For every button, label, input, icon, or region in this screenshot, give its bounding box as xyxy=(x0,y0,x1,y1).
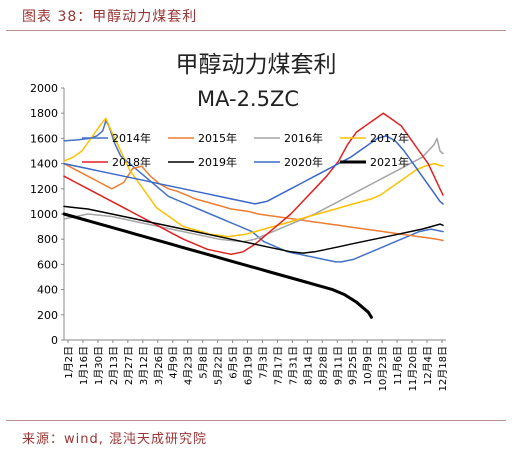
legend-label: 2016年 xyxy=(284,131,323,145)
series-lines xyxy=(62,112,444,319)
y-tick-label: 1000 xyxy=(30,208,58,221)
x-tick-label: 6月5日 xyxy=(228,346,240,379)
legend: 2014年 2015年 2016年 2017年 2018年 2019年 2020年 2021年 xyxy=(82,131,409,169)
series-line xyxy=(63,162,444,242)
axes: 0 200 400 600 800 1000 1200 1400 1600 1800 2000 1月2… xyxy=(30,82,449,391)
x-tick-label: 9月25日 xyxy=(347,346,359,385)
series-line xyxy=(62,212,373,319)
legend-label: 2019年 xyxy=(198,155,237,169)
x-tick-label: 5月8日 xyxy=(198,346,210,379)
x-tick-label: 2月27日 xyxy=(123,346,135,385)
y-tick-label: 1600 xyxy=(30,132,58,145)
x-tick-label: 12月18日 xyxy=(437,346,449,391)
legend-label: 2020年 xyxy=(284,155,323,169)
header-rule xyxy=(6,30,506,31)
legend-label: 2018年 xyxy=(112,155,151,169)
chart-title: 甲醇动力煤套利 xyxy=(176,52,337,78)
x-tick-label: 4月23日 xyxy=(183,346,195,385)
figure-footer: 来源：wind, 混沌天成研究院 xyxy=(0,416,512,456)
series-line xyxy=(63,205,444,254)
figure-source: 来源：wind, 混沌天成研究院 xyxy=(22,432,208,447)
x-tick-label: 8月28日 xyxy=(317,346,329,385)
legend-label: 2015年 xyxy=(198,131,237,145)
x-tick-label: 10月23日 xyxy=(377,346,389,391)
x-tick-label: 11月20日 xyxy=(407,346,419,391)
x-tick-label: 3月12日 xyxy=(138,346,150,385)
series-line xyxy=(63,135,444,205)
series-line xyxy=(63,117,444,238)
y-tick-label: 0 xyxy=(51,334,58,347)
x-tick-label: 3月26日 xyxy=(153,346,165,385)
figure-header: 图表 38：甲醇动力煤套利 xyxy=(0,0,512,31)
legend-label: 2014年 xyxy=(112,131,151,145)
y-tick-label: 1400 xyxy=(30,158,58,171)
methanol-coal-arbitrage-chart: 甲醇动力煤套利 MA-2.5ZC 0 200 400 600 800 1000 1200 14… xyxy=(30,52,449,391)
figure-label: 图表 38：甲醇动力煤套利 xyxy=(22,9,198,25)
y-tick-label: 1800 xyxy=(30,107,58,120)
series-line xyxy=(63,137,444,243)
x-tick-label: 1月2日 xyxy=(63,346,75,379)
y-tick-label: 600 xyxy=(37,258,58,271)
y-tick-label: 1200 xyxy=(30,183,58,196)
chart-subtitle: MA-2.5ZC xyxy=(197,87,299,111)
x-tick-label: 11月6日 xyxy=(392,346,404,385)
y-tick-label: 400 xyxy=(37,284,58,297)
y-tick-label: 2000 xyxy=(30,82,58,95)
x-tick-label: 7月17日 xyxy=(272,346,284,385)
x-tick-label: 8月14日 xyxy=(302,346,314,385)
x-tick-label: 7月31日 xyxy=(287,346,299,385)
x-tick-label: 2月13日 xyxy=(108,346,120,385)
legend-label: 2017年 xyxy=(370,131,409,145)
x-tick-label: 12月4日 xyxy=(422,346,434,385)
x-tick-label: 1月16日 xyxy=(78,346,90,385)
x-tick-label: 6月19日 xyxy=(243,346,255,385)
x-tick-label: 9月11日 xyxy=(332,346,344,385)
legend-label: 2021年 xyxy=(370,155,409,169)
x-tick-label: 1月30日 xyxy=(93,346,105,385)
y-tick-label: 200 xyxy=(37,309,58,322)
x-tick-label: 10月9日 xyxy=(362,346,374,385)
series-line xyxy=(63,112,444,256)
footer-rule xyxy=(6,420,506,421)
x-tick-label: 5月22日 xyxy=(213,346,225,385)
x-tick-label: 7月3日 xyxy=(257,346,269,379)
x-tick-label: 4月9日 xyxy=(168,346,180,379)
y-tick-label: 800 xyxy=(37,233,58,246)
